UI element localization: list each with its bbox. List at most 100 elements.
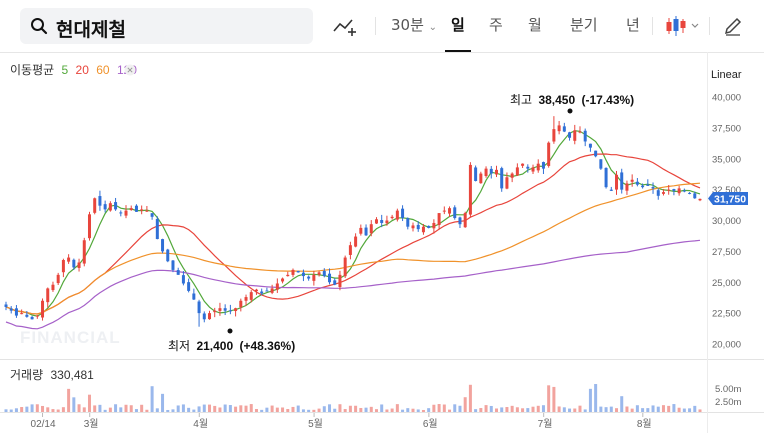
candle-body: [208, 313, 212, 320]
volume-bar: [192, 409, 196, 412]
ma-120-line: [5, 239, 701, 330]
candle-body: [474, 167, 478, 181]
candle-body: [171, 260, 175, 270]
candle-body: [693, 193, 697, 199]
candle-body: [176, 270, 180, 275]
candle-body: [228, 310, 232, 312]
volume-bar: [35, 404, 39, 412]
volume-bar: [541, 405, 545, 412]
x-tick-label: 5월: [308, 418, 323, 430]
candle-body: [583, 130, 587, 142]
volume-bar: [688, 408, 692, 412]
volume-bar: [228, 405, 232, 412]
volume-bar: [307, 409, 311, 412]
volume-bar: [119, 407, 123, 412]
volume-bar: [625, 406, 629, 412]
candle-body: [51, 284, 55, 291]
volume-bar: [667, 405, 671, 412]
candle-body: [427, 225, 431, 228]
candle-body: [406, 218, 410, 227]
indicator-close-icon[interactable]: [124, 64, 136, 76]
price-tick: 22,500: [712, 309, 741, 320]
price-tick: 27,500: [712, 247, 741, 258]
candle-body: [661, 192, 665, 194]
candle-body: [599, 159, 603, 169]
price-chart[interactable]: FINANCIAL 이동평균 5 20 60 120 Linear 40,000…: [0, 52, 764, 433]
volume-legend: 거래량 330,481: [10, 368, 94, 382]
x-tick-label: 7월: [538, 418, 553, 430]
pencil-icon[interactable]: [723, 16, 743, 36]
volume-bar: [333, 408, 337, 412]
candle-body: [641, 185, 645, 188]
trend-add-icon[interactable]: [332, 15, 358, 37]
volume-bar: [312, 409, 316, 412]
tab-quarter[interactable]: 분기: [570, 16, 598, 34]
candle-body: [265, 290, 269, 292]
search-query[interactable]: 현대제철: [56, 19, 126, 41]
candle-body: [234, 308, 238, 312]
volume-bar: [234, 406, 238, 412]
volume-bar: [244, 405, 248, 412]
low-value: 21,400: [196, 339, 233, 353]
volume-bar: [129, 405, 133, 412]
volume-bar: [677, 407, 681, 412]
candle-body: [568, 132, 572, 138]
volume-bar: [453, 404, 457, 412]
candle-body: [328, 273, 332, 283]
candle-body: [213, 310, 217, 313]
volume-value: 330,481: [50, 368, 94, 382]
candle-body: [244, 297, 248, 301]
volume-bar: [427, 408, 431, 412]
toolbar: 현대제철 30분 ⌄ 일 주 월 분기 년: [0, 0, 764, 53]
volume-bar: [41, 405, 45, 412]
tab-day[interactable]: 일: [451, 16, 465, 34]
volume-bar: [103, 409, 107, 412]
volume-bar: [374, 409, 378, 412]
candle-body: [562, 126, 566, 132]
volume-bar: [693, 405, 697, 412]
candle-body: [218, 308, 222, 311]
tab-week[interactable]: 주: [489, 16, 503, 34]
candle-body: [442, 210, 446, 212]
candle-body: [4, 304, 8, 307]
candle-body: [646, 184, 650, 186]
candle-body: [82, 240, 86, 264]
candle-body: [348, 245, 352, 255]
scale-mode[interactable]: Linear: [711, 69, 742, 81]
price-tick: 32,500: [712, 185, 741, 196]
volume-bar: [301, 409, 305, 412]
tab-month[interactable]: 월: [528, 16, 542, 34]
volume-bar: [4, 409, 8, 412]
x-tick-label: 4월: [193, 418, 208, 430]
volume-bar: [421, 409, 425, 412]
volume-bar: [202, 404, 206, 412]
high-value: 38,450: [538, 93, 575, 107]
candle-body: [453, 207, 457, 219]
candle-body: [249, 292, 253, 300]
volume-bar: [578, 405, 582, 412]
volume-bar: [176, 405, 180, 412]
candle-body: [615, 174, 619, 190]
interval-dropdown[interactable]: 30분 ⌄: [391, 14, 437, 35]
candle-body: [30, 316, 34, 320]
volume-bar: [20, 407, 24, 412]
search-box[interactable]: 현대제철: [20, 8, 313, 44]
volume-bar: [98, 404, 102, 412]
tab-year[interactable]: 년: [626, 16, 640, 34]
candlestick-icon[interactable]: [664, 15, 700, 37]
volume-bar: [187, 407, 191, 412]
volume-bar: [166, 409, 170, 412]
volume-bar: [620, 396, 624, 412]
volume-bar: [239, 405, 243, 412]
x-tick-label: 3월: [84, 418, 99, 430]
volume-bar: [411, 408, 415, 412]
volume-bar: [489, 405, 493, 412]
volume-bar: [46, 407, 50, 412]
indicator-legend: 이동평균 5 20 60 120: [10, 63, 137, 77]
candle-body: [354, 236, 358, 247]
candle-body: [119, 212, 123, 214]
candle-body: [630, 179, 634, 182]
svg-text:최고 38,450 (-17.43%: 최고 38,450 (-17.43%): [510, 93, 634, 107]
last-price-value: 31,750: [714, 194, 746, 206]
volume-bar: [599, 406, 603, 412]
